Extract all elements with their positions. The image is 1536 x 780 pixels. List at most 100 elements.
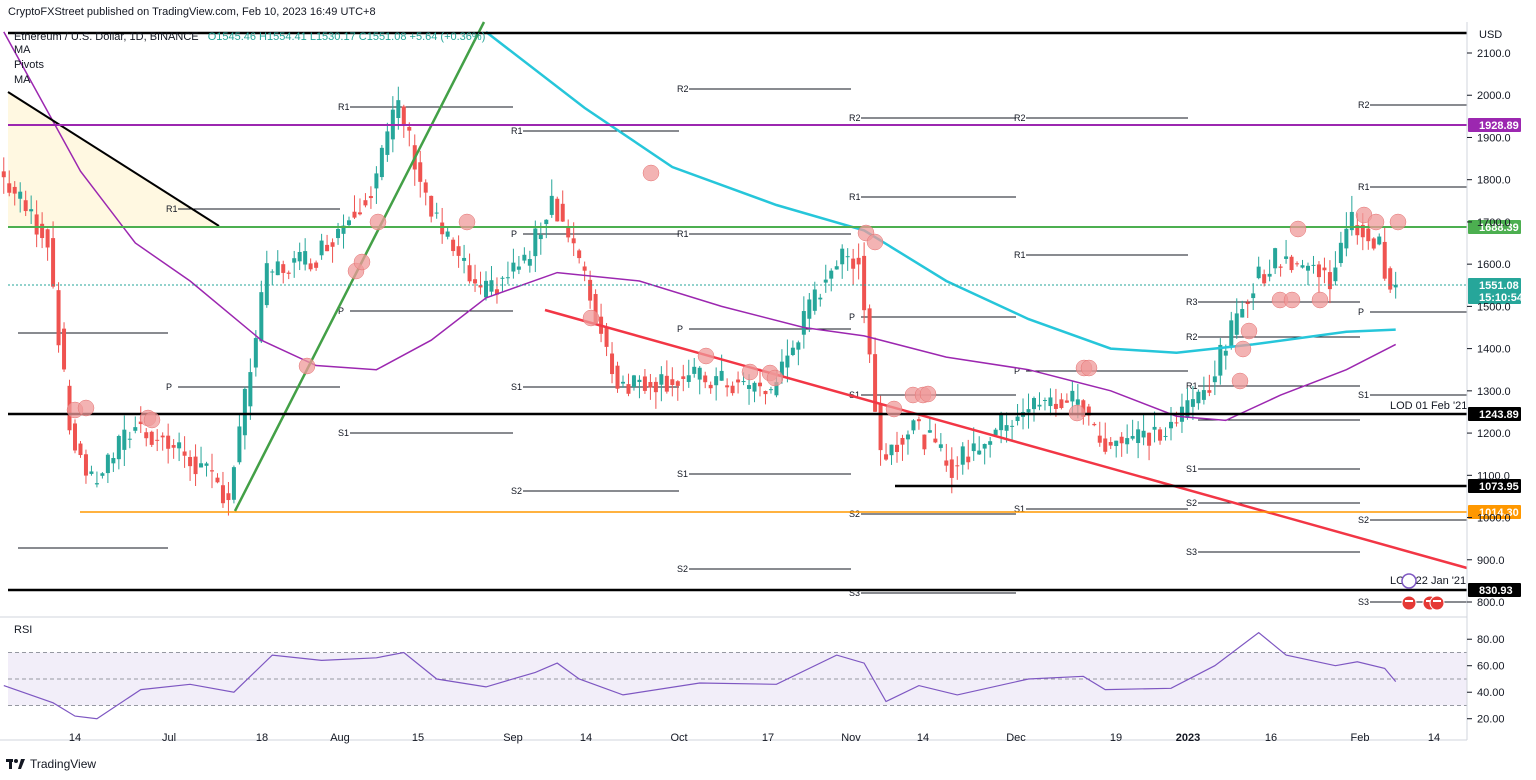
candle-body xyxy=(368,196,373,199)
candle-body xyxy=(1251,293,1256,299)
x-tick-label: 14 xyxy=(1428,732,1440,744)
candle-body xyxy=(264,263,269,306)
candle-body xyxy=(462,257,467,261)
candle-body xyxy=(1207,390,1212,393)
candle-body xyxy=(429,195,434,217)
candle-body xyxy=(659,374,664,385)
pivot-label: R2 xyxy=(677,84,689,94)
reaction-marker xyxy=(1311,291,1329,309)
candle-body xyxy=(1130,436,1135,439)
candle-body xyxy=(1042,400,1047,402)
candle-body xyxy=(133,427,138,431)
key-level-tag xyxy=(1468,505,1521,519)
pivot-label: S2 xyxy=(677,564,688,574)
candle-body xyxy=(966,456,971,463)
candle-body xyxy=(878,403,883,451)
candle-body xyxy=(18,191,23,199)
candle-body xyxy=(1152,426,1157,430)
candle-body xyxy=(467,265,472,282)
candle-body xyxy=(516,266,521,270)
legend-ma-2[interactable]: MA xyxy=(14,74,31,86)
legend-ma-1[interactable]: MA xyxy=(14,44,31,56)
candle-body xyxy=(1163,435,1168,437)
candle-body xyxy=(1382,241,1387,279)
candle-body xyxy=(1015,416,1020,422)
candle-body xyxy=(527,259,532,266)
us-flag-event-icon xyxy=(1429,595,1445,611)
candle-body xyxy=(286,272,291,274)
candle-body xyxy=(1053,403,1058,409)
candle-body xyxy=(988,441,993,445)
reaction-marker xyxy=(1234,340,1252,358)
tradingview-brand: TradingView xyxy=(30,757,97,771)
reaction-marker xyxy=(766,369,784,387)
candle-body xyxy=(193,456,198,475)
candle-body xyxy=(807,299,812,319)
candle-body xyxy=(396,100,401,119)
candle-body xyxy=(549,195,554,215)
candle-body xyxy=(314,262,319,268)
candle-body xyxy=(686,375,691,382)
candle-body xyxy=(489,280,494,292)
candle-body xyxy=(1092,423,1097,426)
candle-body xyxy=(955,465,960,467)
key-level-tag xyxy=(1468,407,1521,421)
legend-pivots[interactable]: Pivots xyxy=(14,59,44,71)
pivot-label: S2 xyxy=(1358,515,1369,525)
pivot-label: S1 xyxy=(1014,504,1025,514)
candle-body xyxy=(1048,397,1053,407)
reaction-marker xyxy=(1283,291,1301,309)
x-tick-label: 14 xyxy=(917,732,929,744)
candle-body xyxy=(1306,265,1310,271)
candle-body xyxy=(1300,265,1305,268)
rsi-tick-label: 20.00 xyxy=(1477,714,1505,726)
pivot-label: P xyxy=(849,312,855,322)
candle-body xyxy=(697,367,702,380)
candle-body xyxy=(1218,344,1223,376)
reaction-marker xyxy=(697,347,715,365)
reaction-marker xyxy=(369,213,387,231)
candle-body xyxy=(89,471,94,474)
candle-body xyxy=(210,470,214,472)
candle-body xyxy=(215,477,220,483)
candle-body xyxy=(1371,238,1376,249)
candle-body xyxy=(160,435,165,438)
candle-body xyxy=(604,327,609,347)
candle-body xyxy=(1125,438,1130,445)
candle-body xyxy=(1234,313,1239,335)
candle-body xyxy=(593,294,598,323)
rsi-pane: RSI xyxy=(3,624,1467,720)
candle-body xyxy=(379,147,384,178)
candle-body xyxy=(867,308,872,355)
reaction-marker xyxy=(885,400,903,418)
candle-body xyxy=(911,420,916,431)
reaction-marker xyxy=(1080,359,1098,377)
rsi-tick-label: 60.00 xyxy=(1477,661,1505,673)
candle-body xyxy=(642,376,647,391)
candle-body xyxy=(12,186,17,194)
candle-body xyxy=(275,261,280,276)
candle-body xyxy=(796,342,801,350)
candle-body xyxy=(1075,399,1080,405)
price-pane: R1 R1 R2 R2 R2 R2 R1 R1 R1 R1 P R1 P P R3 P P R2 P S1 P R1 S1 S… xyxy=(1,21,1468,611)
candle-body xyxy=(500,277,505,279)
reaction-marker xyxy=(143,411,161,429)
candle-body xyxy=(1289,256,1294,271)
x-tick-label: Oct xyxy=(670,732,687,744)
candle-body xyxy=(1223,350,1228,356)
reaction-marker xyxy=(77,399,95,417)
candle-body xyxy=(884,454,889,460)
candle-body xyxy=(62,328,67,370)
x-tick-label: 14 xyxy=(69,732,81,744)
candle-body xyxy=(999,414,1004,431)
tradingview-footer[interactable]: TradingView xyxy=(6,757,96,771)
candle-body xyxy=(1327,272,1332,290)
candle-body xyxy=(664,375,669,392)
y-tick-label: 1900.0 xyxy=(1477,132,1511,144)
candle-body xyxy=(938,444,943,448)
candle-body xyxy=(494,289,499,295)
candle-body xyxy=(1147,432,1152,446)
candle-body xyxy=(1377,236,1382,245)
candle-body xyxy=(812,289,817,311)
candle-body xyxy=(138,421,143,425)
